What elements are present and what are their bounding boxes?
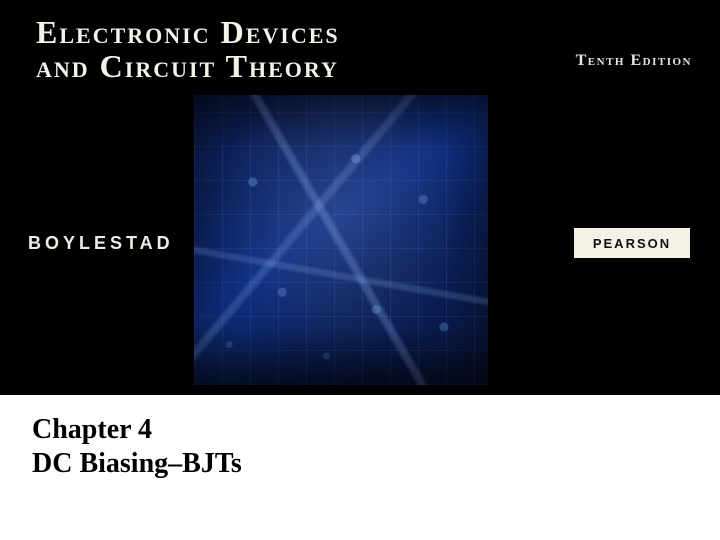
chapter-title: DC Biasing–BJTs — [32, 448, 242, 480]
chapter-number: Chapter 4 — [32, 414, 242, 446]
publisher-badge: PEARSON — [574, 228, 690, 258]
author-name: BOYLESTAD — [28, 233, 174, 254]
cover-header-region: Electronic Devices and Circuit Theory Te… — [0, 0, 720, 395]
cover-circuit-image — [194, 95, 488, 385]
slide: Electronic Devices and Circuit Theory Te… — [0, 0, 720, 540]
publisher-label: PEARSON — [593, 236, 671, 251]
edition-label: Tenth Edition — [576, 52, 692, 70]
chapter-heading: Chapter 4 DC Biasing–BJTs — [32, 414, 242, 480]
book-title-line2: and Circuit Theory — [36, 48, 339, 85]
book-title-line1: Electronic Devices — [36, 14, 340, 51]
